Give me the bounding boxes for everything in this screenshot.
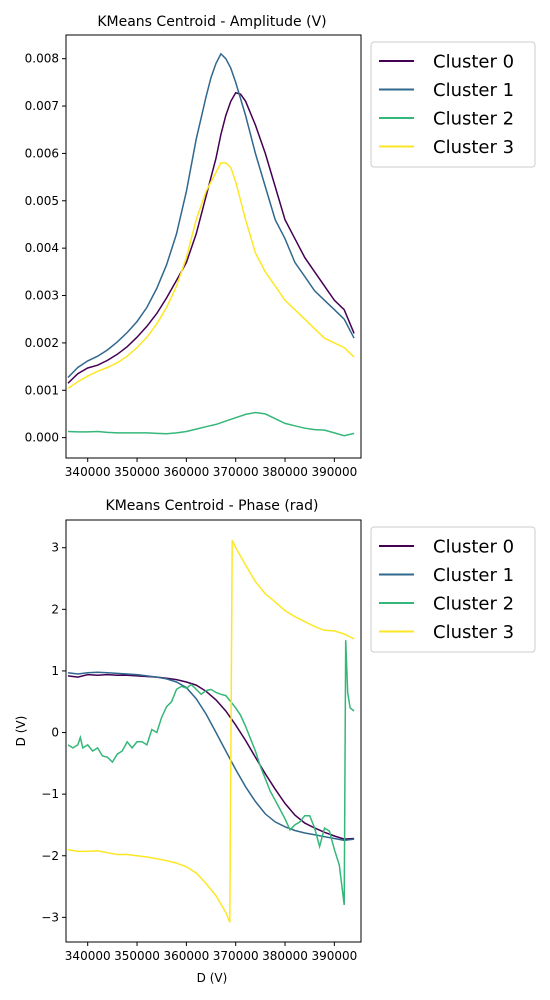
phase-legend-label-2: Cluster 2	[433, 594, 514, 615]
amplitude-series-line-2	[67, 411, 355, 437]
amplitude-y-tick-label: 0.002	[25, 336, 59, 350]
amplitude-legend-label-3: Cluster 3	[433, 137, 514, 158]
phase-series-line-0	[67, 673, 355, 840]
phase-chart-title: KMeans Centroid - Phase (rad)	[106, 498, 319, 514]
phase-y-tick-label: 0	[51, 726, 59, 740]
amplitude-y-tick-label: 0.006	[25, 146, 59, 160]
phase-legend-box	[370, 526, 536, 653]
amplitude-legend-label-1: Cluster 1	[433, 80, 514, 101]
amplitude-axes-frame	[65, 34, 362, 459]
amplitude-series-line-0	[67, 91, 355, 384]
amplitude-x-tick-label: 360000	[163, 465, 209, 479]
amplitude-legend-box	[370, 41, 536, 168]
amplitude-y-tick-label: 0.005	[25, 194, 59, 208]
phase-y-tick-label: −1	[41, 787, 59, 801]
amplitude-legend: Cluster 0 Cluster 1 Cluster 2 Cluster 3	[370, 41, 536, 168]
phase-y-tick-label: 3	[51, 541, 59, 555]
amplitude-legend-label-0: Cluster 0	[433, 52, 514, 73]
amplitude-y-tick-label: 0.003	[25, 289, 59, 303]
phase-series-line-3	[67, 539, 355, 923]
phase-y-tick-label: −2	[41, 849, 59, 863]
amplitude-y-tick-label: 0.004	[25, 241, 59, 255]
amplitude-chart-title: KMeans Centroid - Amplitude (V)	[97, 14, 326, 30]
phase-y-axis-label: D (V)	[14, 716, 28, 747]
amplitude-x-tick-label: 350000	[114, 465, 160, 479]
phase-x-tick-label: 360000	[163, 949, 209, 963]
amplitude-plot-area	[67, 52, 355, 437]
phase-series-line-2	[67, 640, 355, 906]
amplitude-series-line-3	[67, 162, 355, 390]
amplitude-y-tick-label: 0.008	[25, 52, 59, 66]
phase-y-tick-label: 1	[51, 664, 59, 678]
amplitude-legend-label-2: Cluster 2	[433, 109, 514, 130]
amplitude-x-tick-label: 340000	[65, 465, 111, 479]
phase-x-tick-label: 350000	[114, 949, 160, 963]
phase-legend-label-0: Cluster 0	[433, 537, 514, 558]
amplitude-y-ticks: 0.000 0.001 0.002 0.003 0.004 0.005 0.006 0.007…	[25, 52, 66, 445]
amplitude-x-ticks: 340000 350000 360000 370000 380000 390000	[65, 458, 357, 479]
amplitude-series-line-1	[67, 52, 355, 379]
amplitude-y-tick-label: 0.007	[25, 99, 59, 113]
amplitude-y-tick-label: 0.000	[25, 431, 59, 445]
phase-chart: KMeans Centroid - Phase (rad) 340000 3500…	[14, 498, 536, 985]
phase-legend-label-3: Cluster 3	[433, 622, 514, 643]
amplitude-y-tick-label: 0.001	[25, 383, 59, 397]
amplitude-chart: KMeans Centroid - Amplitude (V) 340000 35…	[25, 14, 536, 479]
phase-y-ticks: −3 −2 −1 0 1 2 3	[41, 541, 66, 924]
phase-x-tick-label: 340000	[65, 949, 111, 963]
phase-axes-frame	[65, 519, 362, 943]
phase-x-tick-label: 390000	[311, 949, 357, 963]
phase-y-tick-label: −3	[41, 910, 59, 924]
phase-plot-area	[67, 539, 355, 923]
phase-x-tick-label: 370000	[213, 949, 259, 963]
phase-series-line-1	[67, 671, 355, 842]
amplitude-x-tick-label: 390000	[311, 465, 357, 479]
amplitude-x-tick-label: 380000	[262, 465, 308, 479]
phase-x-tick-label: 380000	[262, 949, 308, 963]
phase-x-ticks: 340000 350000 360000 370000 380000 390000	[65, 942, 357, 963]
amplitude-x-tick-label: 370000	[213, 465, 259, 479]
phase-x-axis-label: D (V)	[197, 971, 228, 985]
phase-legend-label-1: Cluster 1	[433, 565, 514, 586]
phase-legend: Cluster 0 Cluster 1 Cluster 2 Cluster 3	[370, 526, 536, 653]
phase-y-tick-label: 2	[51, 602, 59, 616]
